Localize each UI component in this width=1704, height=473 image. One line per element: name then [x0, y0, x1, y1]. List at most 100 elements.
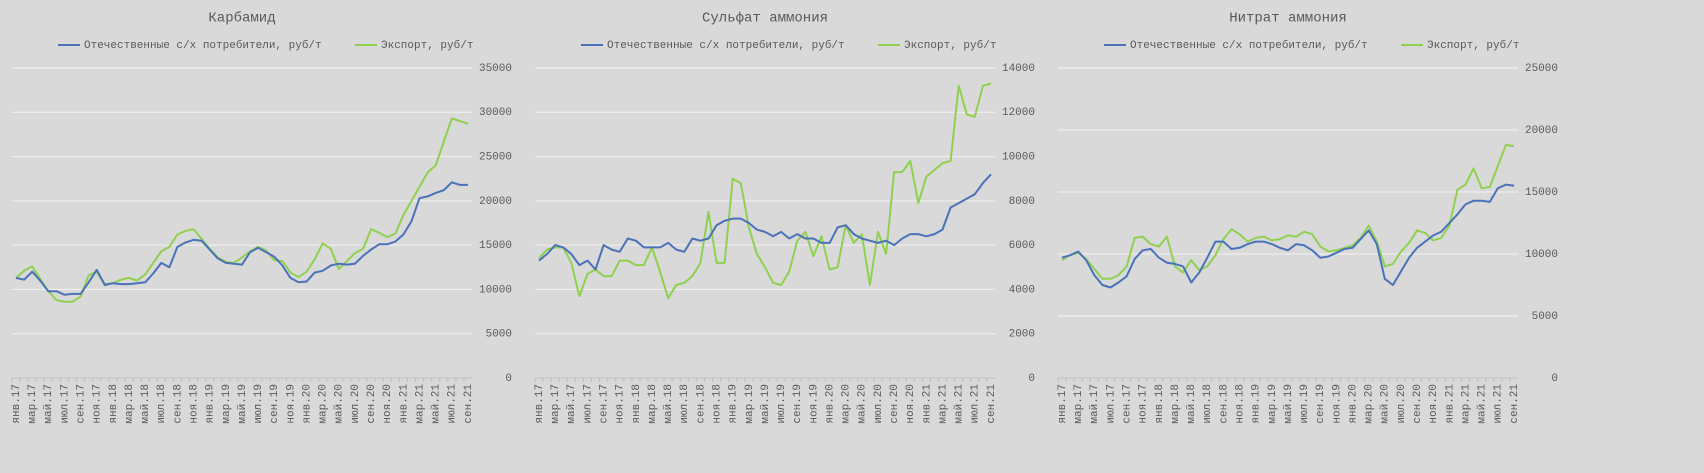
x-tick-label: май.19 [1283, 384, 1295, 424]
x-tick-label: янв.19 [1251, 384, 1263, 424]
x-tick-label: май.21 [954, 384, 966, 424]
x-tick-label: мар.17 [550, 384, 562, 424]
x-tick-label: май.19 [760, 384, 772, 424]
x-tick-label: мар.21 [414, 384, 426, 424]
x-tick-label: июл.20 [1396, 384, 1408, 424]
x-tick-label: июл.20 [350, 384, 362, 424]
x-tick-label: май.19 [237, 384, 249, 424]
x-tick-label: ноя.20 [1428, 384, 1440, 424]
y-tick-label: 15000 [479, 240, 512, 252]
x-tick-label: ноя.19 [285, 384, 297, 424]
x-tick-label: мар.20 [841, 384, 853, 424]
x-tick-label: мар.19 [221, 384, 233, 424]
y-tick-label: 14000 [1002, 63, 1035, 75]
chart-title: Нитрат аммония [1229, 11, 1347, 27]
y-tick-label: 4000 [1009, 284, 1035, 296]
x-tick-label: сен.21 [1509, 384, 1521, 424]
x-tick-label: янв.19 [205, 384, 217, 424]
x-tick-label: ноя.18 [1234, 384, 1246, 424]
y-tick-label: 0 [1551, 373, 1558, 385]
series-line [15, 181, 468, 296]
x-tick-label: май.18 [663, 384, 675, 424]
x-tick-label: мар.19 [1267, 384, 1279, 424]
y-tick-label: 12000 [1002, 107, 1035, 119]
x-tick-label: янв.21 [398, 384, 410, 424]
x-tick-label: июл.19 [253, 384, 265, 424]
x-tick-label: янв.17 [534, 384, 546, 424]
y-tick-label: 10000 [1525, 249, 1558, 261]
x-tick-label: май.21 [431, 384, 443, 424]
x-tick-label: ноя.18 [711, 384, 723, 424]
x-tick-label: ноя.17 [92, 384, 104, 424]
x-tick-label: июл.19 [1299, 384, 1311, 424]
x-tick-label: сен.19 [269, 384, 281, 424]
y-tick-label: 5000 [1532, 311, 1558, 323]
x-tick-label: май.20 [334, 384, 346, 424]
y-tick-label: 25000 [1525, 63, 1558, 75]
x-tick-label: июл.18 [679, 384, 691, 424]
y-tick-label: 0 [1028, 373, 1035, 385]
x-tick-label: май.17 [566, 384, 578, 424]
series-line [1061, 143, 1515, 280]
series-line [538, 82, 992, 300]
y-tick-label: 20000 [1525, 125, 1558, 137]
legend-label: Экспорт, руб/т [381, 39, 473, 52]
x-tick-label: май.17 [1089, 384, 1101, 424]
x-tick-label: май.17 [43, 384, 55, 424]
x-tick-label: май.18 [1186, 384, 1198, 424]
x-tick-label: июл.17 [582, 384, 594, 424]
x-tick-label: сен.21 [463, 384, 475, 424]
y-tick-label: 5000 [486, 329, 512, 341]
x-tick-label: июл.21 [1493, 384, 1505, 424]
x-tick-label: май.20 [857, 384, 869, 424]
x-tick-label: ноя.20 [905, 384, 917, 424]
x-tick-label: сен.20 [889, 384, 901, 424]
y-tick-label: 10000 [1002, 151, 1035, 163]
x-tick-label: мар.21 [1460, 384, 1472, 424]
x-tick-label: сен.18 [172, 384, 184, 424]
x-tick-label: июл.21 [970, 384, 982, 424]
x-tick-label: янв.18 [1154, 384, 1166, 424]
x-tick-label: июл.21 [447, 384, 459, 424]
y-tick-label: 15000 [1525, 187, 1558, 199]
x-tick-label: сен.21 [986, 384, 998, 424]
y-tick-label: 0 [505, 373, 512, 385]
x-tick-label: янв.19 [728, 384, 740, 424]
x-tick-label: ноя.19 [808, 384, 820, 424]
legend-label: Экспорт, руб/т [904, 39, 996, 52]
x-tick-label: сен.20 [366, 384, 378, 424]
x-tick-label: янв.21 [921, 384, 933, 424]
x-tick-label: мар.19 [744, 384, 756, 424]
x-tick-label: мар.18 [647, 384, 659, 424]
series-line [1061, 183, 1515, 289]
x-tick-label: мар.18 [124, 384, 136, 424]
chart-title: Карбамид [208, 10, 275, 27]
x-tick-label: июл.20 [873, 384, 885, 424]
y-tick-label: 20000 [479, 196, 512, 208]
x-tick-label: ноя.18 [188, 384, 200, 424]
x-tick-label: янв.17 [11, 384, 23, 424]
x-tick-label: июл.18 [1202, 384, 1214, 424]
x-tick-label: ноя.17 [1138, 384, 1150, 424]
x-tick-label: янв.18 [108, 384, 120, 424]
x-tick-label: янв.18 [631, 384, 643, 424]
legend-label: Экспорт, руб/т [1427, 39, 1519, 52]
x-tick-label: мар.17 [27, 384, 39, 424]
x-tick-label: ноя.20 [382, 384, 394, 424]
series-line [538, 173, 992, 271]
x-tick-label: июл.17 [59, 384, 71, 424]
x-tick-label: янв.21 [1444, 384, 1456, 424]
x-tick-label: июл.18 [156, 384, 168, 424]
x-tick-label: ноя.19 [1331, 384, 1343, 424]
y-tick-label: 25000 [479, 151, 512, 163]
legend-label: Отечественные с/х потребители, руб/т [84, 39, 322, 52]
x-tick-label: май.18 [140, 384, 152, 424]
x-tick-label: сен.19 [1315, 384, 1327, 424]
x-tick-label: мар.18 [1170, 384, 1182, 424]
x-tick-label: янв.17 [1057, 384, 1069, 424]
series-line [15, 117, 469, 303]
x-tick-label: мар.20 [318, 384, 330, 424]
x-tick-label: ноя.17 [615, 384, 627, 424]
